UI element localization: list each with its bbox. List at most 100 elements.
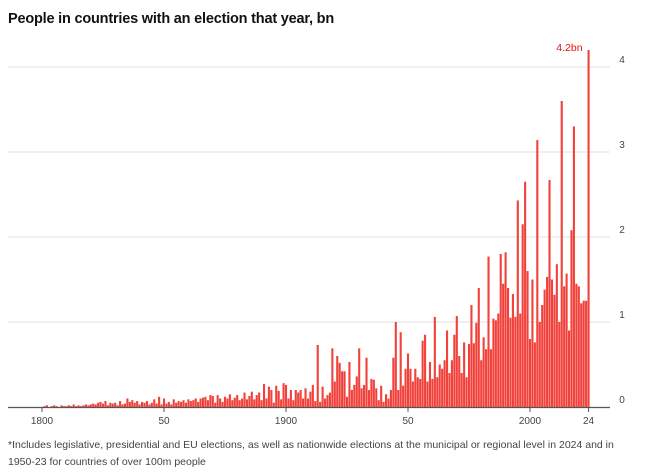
bar-1911: [311, 384, 314, 407]
bar-1874: [221, 401, 224, 407]
bar-1852: [167, 401, 170, 407]
bar-1889: [258, 392, 261, 407]
bar-1989: [502, 283, 505, 407]
bar-1974: [465, 377, 468, 407]
bar-1854: [172, 399, 175, 407]
bar-1891: [262, 384, 266, 407]
bar-1830: [114, 402, 117, 407]
bar-1815: [77, 405, 80, 407]
bar-1998: [524, 181, 527, 407]
bar-1973: [463, 342, 466, 407]
bar-1942: [387, 398, 390, 407]
bar-1924: [343, 371, 346, 407]
bar-1931: [360, 388, 363, 407]
bar-1993: [511, 293, 514, 407]
bar-1817: [82, 405, 85, 407]
bar-1996: [519, 313, 522, 407]
bar-1937: [375, 388, 378, 407]
bar-1818: [84, 404, 87, 407]
bar-1943: [389, 390, 392, 407]
bar-1856: [177, 401, 180, 407]
bar-1801: [43, 406, 46, 407]
bar-1865: [199, 398, 202, 407]
bar-1966: [445, 330, 449, 407]
bar-1878: [231, 400, 234, 407]
bar-1900: [284, 384, 288, 407]
bar-1875: [223, 396, 227, 407]
bar-1963: [438, 364, 441, 407]
bar-1944: [392, 357, 395, 407]
bar-1904: [294, 390, 297, 407]
bar-1866: [201, 397, 205, 407]
bar-1971: [458, 356, 461, 407]
bar-1840: [138, 404, 141, 407]
y-tick-label: 0: [619, 395, 625, 406]
bar-1824: [99, 401, 102, 407]
bar-1836: [128, 401, 131, 407]
bar-1857: [180, 401, 183, 407]
bar-1806: [55, 406, 58, 407]
bar-1851: [165, 403, 168, 407]
bar-2008: [548, 180, 551, 407]
y-tick-label: 3: [619, 140, 625, 151]
bar-1934: [367, 390, 371, 407]
bar-2007: [546, 276, 549, 407]
bar-1845: [150, 402, 153, 407]
bar-2016: [567, 330, 571, 407]
bar-1906: [299, 390, 302, 407]
bar-2009: [550, 279, 554, 407]
bar-2002: [533, 342, 536, 407]
bar-2024: [587, 50, 590, 407]
bar-1848: [158, 396, 161, 407]
bar-1913: [316, 344, 319, 407]
bar-1833: [121, 404, 124, 407]
bar-1907: [302, 398, 305, 407]
bar-1992: [509, 317, 512, 407]
bar-1960: [431, 378, 434, 407]
bar-1842: [143, 402, 146, 407]
bar-1837: [131, 400, 134, 407]
bar-1903: [292, 400, 295, 407]
bar-1933: [365, 357, 368, 407]
bar-1914: [319, 401, 322, 407]
bar-1843: [145, 401, 148, 407]
bar-1820: [89, 404, 92, 407]
bar-1861: [189, 401, 192, 407]
bar-1864: [197, 401, 200, 407]
bar-1955: [419, 378, 422, 407]
footnote: *Includes legislative, presidential and …: [8, 439, 614, 468]
bar-1831: [116, 405, 119, 407]
bar-1832: [119, 401, 122, 407]
annotation-label: 4.2bn: [556, 42, 582, 54]
bar-1811: [67, 405, 70, 407]
bar-1898: [280, 399, 283, 407]
bar-1982: [485, 349, 488, 407]
bar-1858: [182, 400, 185, 407]
bar-1999: [526, 271, 529, 407]
bar-2018: [572, 126, 575, 407]
bar-1805: [53, 405, 56, 407]
bar-1849: [160, 404, 163, 407]
bar-1893: [267, 386, 270, 407]
bar-1813: [72, 404, 75, 407]
bar-1964: [441, 368, 444, 407]
bar-1871: [214, 402, 217, 407]
bar-1961: [433, 316, 436, 407]
bar-1853: [170, 404, 173, 407]
bar-1997: [521, 224, 524, 407]
bar-1822: [94, 404, 97, 407]
bar-1919: [331, 348, 334, 407]
bar-1867: [204, 396, 207, 407]
bar-1825: [101, 403, 105, 407]
bar-1987: [497, 313, 500, 407]
bar-2021: [580, 303, 583, 407]
bar-2005: [541, 305, 544, 407]
bar-2012: [558, 322, 561, 407]
bar-1985: [492, 318, 495, 407]
bar-1910: [309, 391, 312, 407]
bar-1812: [70, 406, 73, 407]
bar-1967: [448, 373, 451, 407]
bar-1883: [243, 392, 246, 407]
